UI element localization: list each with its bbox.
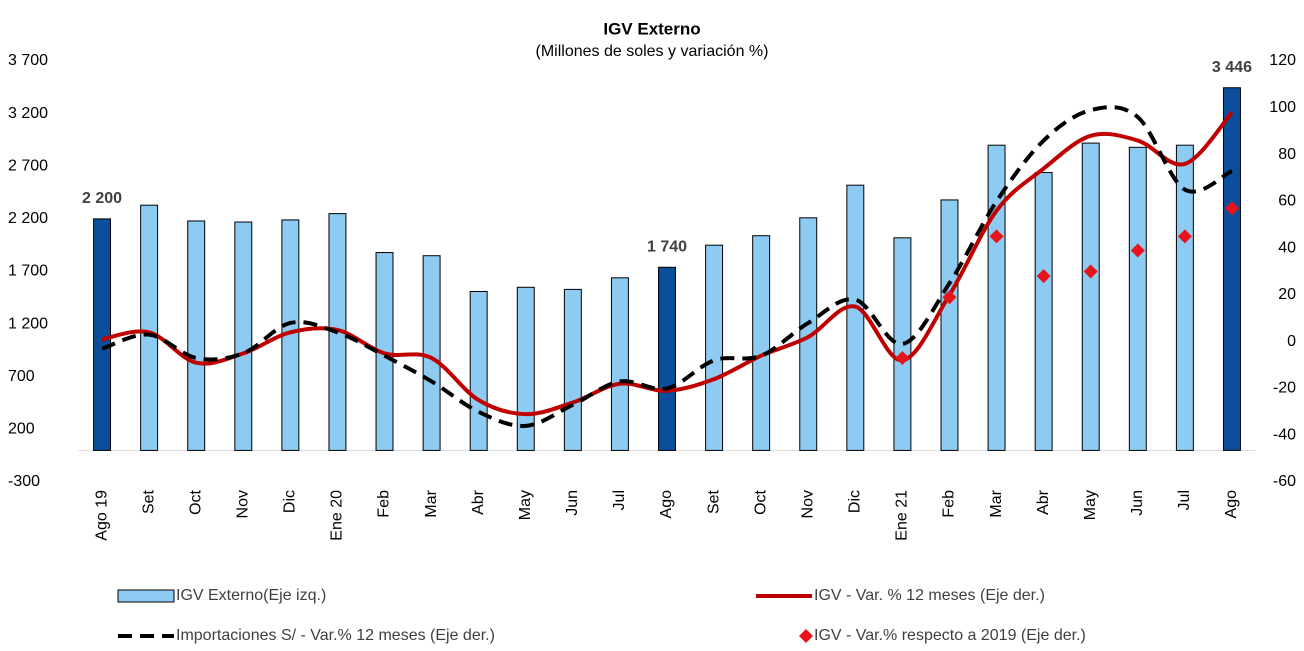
marker (1224, 201, 1239, 216)
bar (469, 290, 488, 451)
bar (846, 184, 865, 451)
dashed-line (101, 105, 1233, 428)
bar (1128, 146, 1147, 451)
x-tick-label: Feb (376, 490, 393, 518)
y2-tick-label: -60 (1273, 473, 1296, 490)
bar (422, 255, 441, 451)
marker (1083, 264, 1098, 279)
x-tick-label: Ago (1223, 490, 1240, 519)
bar (610, 277, 629, 451)
x-tick-label: Nov (799, 490, 816, 518)
bar (1081, 142, 1100, 451)
x-tick-label: Mar (988, 489, 1005, 517)
x-tick-label: Dic (282, 490, 299, 513)
chart-subtitle: (Millones de soles y variación %) (536, 43, 769, 60)
bar (234, 221, 253, 451)
y-tick-label: 2 700 (8, 157, 48, 174)
bar (187, 220, 206, 451)
x-tick-label: Ago 19 (93, 490, 110, 541)
data-label: 3 446 (1212, 59, 1252, 76)
x-tick-label: Set (705, 489, 722, 514)
bar (658, 266, 676, 451)
y2-tick-label: 20 (1278, 286, 1296, 303)
y-tick-label: -300 (8, 473, 40, 490)
x-tick-label: May (517, 490, 534, 520)
marker (1036, 269, 1051, 284)
y2-tick-label: 80 (1278, 146, 1296, 163)
x-tick-label: Set (140, 489, 157, 514)
x-tick-label: Ene 20 (329, 490, 346, 541)
bar (93, 218, 112, 451)
x-tick-label: May (1082, 490, 1099, 520)
marker (942, 290, 957, 305)
chart-title: IGV Externo (603, 19, 700, 38)
x-tick-label: Ene 21 (894, 490, 911, 541)
data-label: 2 200 (82, 190, 122, 207)
legend-label: Importaciones S/ - Var.% 12 meses (Eje d… (176, 627, 495, 644)
legend-label: IGV Externo(Eje izq.) (176, 587, 326, 604)
x-tick-label: Nov (234, 490, 251, 518)
x-tick-label: Mar (423, 489, 440, 517)
y-tick-label: 1 700 (8, 263, 48, 280)
bar (1034, 172, 1053, 451)
x-tick-label: Abr (1035, 489, 1052, 515)
x-tick-label: Ago (658, 490, 675, 519)
marker (1177, 229, 1192, 244)
bar (516, 286, 535, 451)
bar (140, 204, 159, 451)
line (101, 111, 1234, 417)
y-tick-label: 700 (8, 368, 35, 385)
bar (893, 237, 912, 451)
legend-swatch (117, 589, 175, 603)
y2-tick-label: 40 (1278, 239, 1296, 256)
y2-tick-label: 0 (1287, 333, 1296, 350)
marker (989, 229, 1004, 244)
legend-label: IGV - Var.% respecto a 2019 (Eje der.) (814, 627, 1086, 644)
x-tick-label: Abr (470, 489, 487, 515)
legend-label: IGV - Var. % 12 meses (Eje der.) (814, 587, 1045, 604)
y2-tick-label: 100 (1269, 99, 1296, 116)
data-label: 1 740 (647, 239, 687, 256)
x-tick-label: Oct (752, 489, 769, 514)
x-tick-label: Oct (187, 489, 204, 514)
y-tick-label: 2 200 (8, 210, 48, 227)
x-tick-label: Jul (611, 490, 628, 510)
bar (1175, 144, 1194, 451)
y2-tick-label: 120 (1269, 52, 1296, 69)
y2-tick-label: 60 (1278, 193, 1296, 210)
bar (799, 217, 818, 451)
y-tick-label: 1 200 (8, 315, 48, 332)
x-tick-label: Feb (941, 490, 958, 518)
y-tick-label: 3 200 (8, 105, 48, 122)
y2-tick-label: -20 (1273, 380, 1296, 397)
legend-swatch (799, 629, 813, 643)
x-tick-label: Jun (1129, 490, 1146, 516)
marker (895, 351, 910, 366)
y2-tick-label: -40 (1273, 426, 1296, 443)
bar (987, 144, 1006, 451)
bar (563, 288, 582, 451)
y-tick-label: 3 700 (8, 52, 48, 69)
bar (752, 235, 771, 451)
bar (1222, 87, 1241, 451)
x-tick-label: Jun (564, 490, 581, 516)
y-tick-label: 200 (8, 421, 35, 438)
marker (1130, 243, 1145, 258)
bar (940, 199, 959, 451)
bar (705, 244, 724, 451)
x-tick-label: Jul (1176, 490, 1193, 510)
x-tick-label: Dic (847, 490, 864, 513)
